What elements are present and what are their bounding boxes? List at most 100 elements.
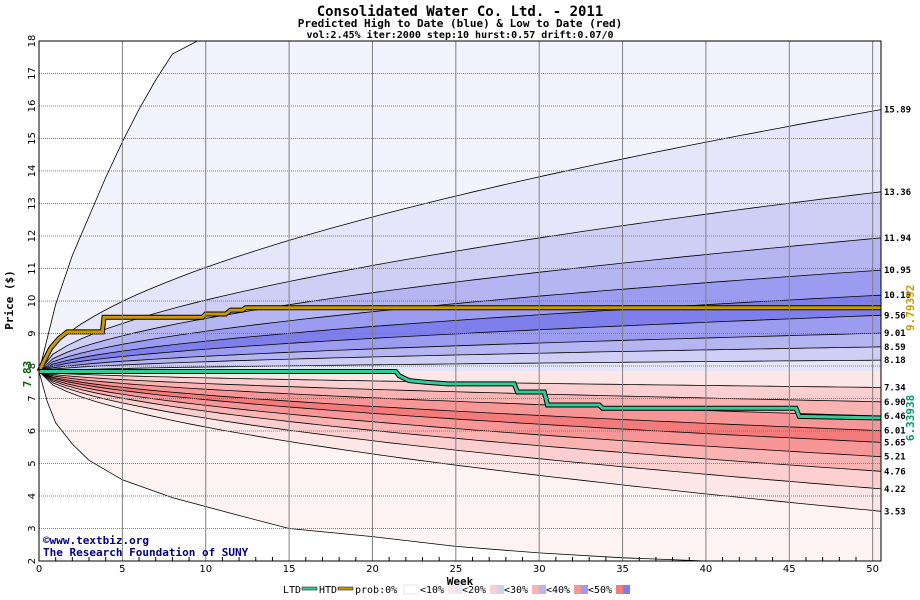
x-tick-label: 40 xyxy=(700,564,713,575)
legend-swatch-low xyxy=(616,585,623,594)
curve-end-label: 3.53 xyxy=(884,507,906,517)
legend-ltd-label: LTD xyxy=(283,585,301,596)
y-tick-label: 7 xyxy=(27,395,38,401)
curve-end-label: 15.89 xyxy=(884,106,911,116)
copyright-line-2: The Research Foundation of SUNY xyxy=(43,546,249,559)
band-high-7 xyxy=(39,333,881,372)
band-high-3 xyxy=(39,237,881,372)
copyright-line-1: ©www.textbiz.org xyxy=(43,534,149,547)
axes: 0 5 10 15 20 25 30 35 40 45 5023456789101112131415… xyxy=(27,35,882,575)
y-tick-label: 15 xyxy=(27,132,38,145)
curve-end-label: 6.46 xyxy=(884,412,906,422)
curve-end-label: 8.59 xyxy=(884,343,906,353)
legend: LTD HTD prob:0% <10% <20% <30% <40% <50% xyxy=(283,584,630,596)
htd-end-label: 9.79392 xyxy=(904,285,917,331)
curve-end-label: 4.22 xyxy=(884,485,906,495)
curve-line-1 xyxy=(38,109,882,372)
curve-line-2 xyxy=(38,191,882,372)
x-tick-label: 5 xyxy=(119,564,125,575)
legend-item-label: <10% xyxy=(420,585,444,596)
curve-line-18 xyxy=(38,371,882,512)
band-low-9 xyxy=(39,371,881,512)
curve-end-label: 9.01 xyxy=(884,329,906,339)
curve-line-4 xyxy=(38,269,882,372)
curve-end-label: 8.18 xyxy=(884,356,906,366)
ltd-end-label: 6.33938 xyxy=(904,395,917,441)
y-tick-label: 12 xyxy=(27,230,38,243)
curve-line-9 xyxy=(38,359,882,372)
legend-swatch-high xyxy=(581,585,588,594)
curve-line-5 xyxy=(38,294,882,372)
y-tick-label: 18 xyxy=(27,35,38,48)
y-tick-label: 2 xyxy=(27,558,38,564)
start-price-label: 7.83 xyxy=(21,361,34,388)
legend-swatch-low xyxy=(532,585,539,594)
y-axis-label: Price ($) xyxy=(3,270,16,330)
x-tick-label: 50 xyxy=(866,564,879,575)
curve-end-label: 7.34 xyxy=(884,383,906,393)
curve-line-16 xyxy=(38,371,882,472)
chart-params: vol:2.45% iter:2000 step:10 hurst:0.57 d… xyxy=(306,29,613,41)
y-tick-label: 16 xyxy=(27,100,38,113)
legend-swatch-high xyxy=(497,585,504,594)
curve-end-label: 13.36 xyxy=(884,188,911,198)
curve-end-label: 5.65 xyxy=(884,438,906,448)
y-tick-label: 9 xyxy=(27,330,38,336)
band-high-6 xyxy=(39,315,881,372)
y-tick-label: 11 xyxy=(27,262,38,275)
curve-end-label: 9.56 xyxy=(884,311,906,321)
x-tick-label: 45 xyxy=(783,564,796,575)
legend-swatch-high xyxy=(455,585,462,594)
curve-line-13 xyxy=(38,371,882,432)
curve-line-3 xyxy=(38,237,882,372)
x-axis-label: Week xyxy=(447,575,474,588)
legend-swatch-low xyxy=(448,585,455,594)
legend-prob-swatch xyxy=(403,584,419,595)
curve-outer-high xyxy=(38,40,198,372)
band-low-7 xyxy=(39,371,881,472)
legend-item-label: <30% xyxy=(504,585,528,596)
legend-ltd-swatch xyxy=(301,586,318,591)
band-low-4 xyxy=(39,371,881,431)
band-high-4 xyxy=(39,270,881,372)
curve-line-12 xyxy=(38,371,882,417)
legend-swatch-high xyxy=(623,585,630,594)
curve-line-8 xyxy=(38,346,882,372)
chart-subtitle: Predicted High to Date (blue) & Low to D… xyxy=(298,17,623,30)
x-tick-label: 15 xyxy=(283,564,296,575)
legend-htd-swatch xyxy=(337,586,354,591)
curve-line-15 xyxy=(38,371,882,458)
curve-end-label: 5.21 xyxy=(884,453,906,463)
curve-end-label: 6.01 xyxy=(884,427,906,437)
band-high-2 xyxy=(39,191,881,372)
band-low-5 xyxy=(39,371,881,443)
band-low-3 xyxy=(39,371,881,417)
band-low-1 xyxy=(39,371,881,388)
x-tick-label: 35 xyxy=(616,564,629,575)
band-low-6 xyxy=(39,371,881,457)
y-tick-label: 17 xyxy=(27,67,38,80)
y-tick-label: 10 xyxy=(27,295,38,308)
curve-line-17 xyxy=(38,371,882,490)
x-tick-label: 20 xyxy=(366,564,379,575)
x-tick-label: 0 xyxy=(36,564,42,575)
curve-line-11 xyxy=(38,371,882,403)
y-tick-label: 4 xyxy=(27,493,38,499)
curve-end-label: 10.95 xyxy=(884,266,911,276)
curve-end-label: 4.76 xyxy=(884,467,906,477)
chart-title: Consolidated Water Co. Ltd. - 2011 xyxy=(317,4,604,20)
legend-item-label: <40% xyxy=(546,585,570,596)
curve-line-7 xyxy=(38,332,882,372)
x-tick-label: 25 xyxy=(449,564,462,575)
legend-htd-label: HTD xyxy=(319,585,337,596)
curve-line-14 xyxy=(38,371,882,443)
legend-swatch-low xyxy=(574,585,581,594)
legend-item-label: <50% xyxy=(588,585,612,596)
x-tick-label: 10 xyxy=(199,564,212,575)
legend-item-label: <20% xyxy=(462,585,486,596)
ltd-series-line xyxy=(39,370,882,420)
y-tick-label: 6 xyxy=(27,428,38,434)
band-high-1 xyxy=(39,109,881,372)
y-tick-label: 3 xyxy=(27,525,38,531)
